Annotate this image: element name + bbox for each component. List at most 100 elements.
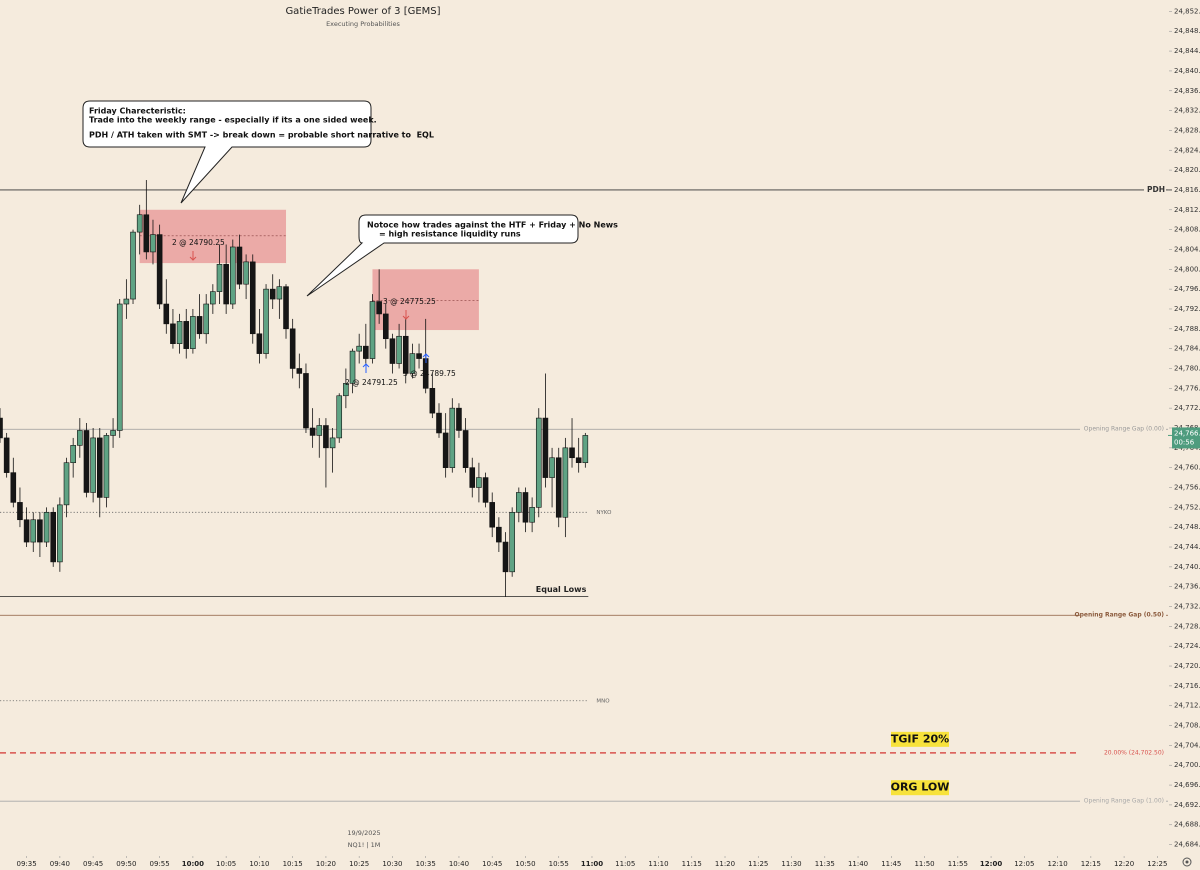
candle-body <box>176 321 183 344</box>
candle-body <box>263 288 269 354</box>
level-label: Equal Lows <box>536 585 587 594</box>
candle-body <box>230 246 236 305</box>
candle-body <box>216 264 223 292</box>
zone <box>139 209 287 264</box>
y-tick-label: 24,828.00 <box>1174 126 1200 134</box>
level-label: NYKO <box>596 510 612 516</box>
candle-body <box>269 288 276 300</box>
x-tick-label: 12:00 <box>980 860 1002 868</box>
candle-body <box>170 323 176 344</box>
y-tick-label: 24,780.00 <box>1174 364 1200 372</box>
x-tick-label: 11:50 <box>914 860 934 868</box>
y-tick-label: 24,728.00 <box>1174 622 1200 630</box>
candle-body <box>555 457 562 518</box>
candle-body <box>416 353 422 359</box>
candle-body <box>442 432 449 468</box>
x-tick-label: 10:35 <box>416 860 436 868</box>
symbol-label: NQ1! | 1M <box>348 841 381 849</box>
x-tick-label: 11:35 <box>815 860 835 868</box>
candle-body <box>509 512 515 573</box>
y-tick-label: 24,716.00 <box>1174 682 1200 690</box>
candle-body <box>396 335 402 364</box>
candle-body <box>77 430 83 446</box>
candle-body <box>542 417 549 478</box>
x-tick-label: 11:20 <box>715 860 735 868</box>
trade-arrow <box>402 310 410 320</box>
trade-arrow <box>189 251 197 261</box>
y-tick-label: 24,820.00 <box>1174 166 1200 174</box>
callout-box <box>306 214 579 297</box>
candle-body <box>57 504 63 563</box>
y-tick-label: 24,736.00 <box>1174 583 1200 591</box>
x-tick-label: 09:40 <box>50 860 70 868</box>
candle-body <box>316 425 323 436</box>
trade-label: 2 @ 24791.25 <box>345 378 398 387</box>
settings-icon[interactable] <box>1182 857 1192 867</box>
y-tick-label: 24,688.00 <box>1174 821 1200 829</box>
level-label: Opening Range Gap (0.50) <box>1075 612 1165 619</box>
level-tag: ORG LOW <box>891 781 950 794</box>
level-label: Opening Range Gap (1.00) <box>1084 798 1164 805</box>
candle-body <box>496 526 502 543</box>
y-tick-label: 24,816.00 <box>1174 186 1200 194</box>
candle-body <box>569 447 575 459</box>
y-tick-label: 24,784.00 <box>1174 345 1200 353</box>
y-tick-label: 24,756.00 <box>1174 484 1200 492</box>
candle-body <box>249 261 256 335</box>
candle-body <box>130 231 136 300</box>
candle-body <box>23 519 30 543</box>
candle-body <box>196 316 203 335</box>
x-tick-label: 12:15 <box>1081 860 1101 868</box>
candle-body <box>356 345 362 352</box>
candle-body <box>329 437 336 449</box>
candle-body <box>183 321 190 349</box>
candle-body <box>409 353 416 374</box>
candles-layer <box>0 180 589 597</box>
x-tick-label: 10:30 <box>382 860 402 868</box>
x-tick-label: 09:45 <box>83 860 103 868</box>
y-tick-label: 24,776.00 <box>1174 384 1200 392</box>
candle-body <box>17 502 23 521</box>
y-tick-label: 24,852.00 <box>1174 7 1200 15</box>
candle-body <box>283 286 289 330</box>
candle-body <box>156 234 163 305</box>
level-label: MNO <box>596 698 610 704</box>
candle-body <box>96 437 103 498</box>
level-tag-bg <box>891 731 949 747</box>
chart-subtitle: Executing Probabilities <box>326 20 400 28</box>
candle-body <box>376 301 382 315</box>
y-tick-label: 24,704.00 <box>1174 741 1200 749</box>
y-tick-label: 24,812.00 <box>1174 206 1200 214</box>
candle-body <box>90 437 96 493</box>
y-tick-label: 24,848.00 <box>1174 27 1200 35</box>
candle-body <box>256 333 263 354</box>
candle-body <box>37 519 43 543</box>
x-tick-label: 10:05 <box>216 860 236 868</box>
x-tick-label: 11:40 <box>848 860 868 868</box>
candle-body <box>449 407 456 468</box>
candle-body <box>150 234 156 253</box>
x-tick-label: 10:55 <box>549 860 569 868</box>
callout-text: Notoce how trades against the HTF + Frid… <box>367 221 618 230</box>
trade-label: 2 @ 24790.25 <box>172 238 225 247</box>
candle-body <box>516 492 522 513</box>
trade-arrow <box>362 363 370 373</box>
x-tick-label: 10:15 <box>283 860 303 868</box>
trade-label: 3 @ 24789.75 <box>403 369 456 378</box>
candle-body <box>382 313 389 340</box>
candle-body <box>289 328 296 369</box>
last-price-label: 24,766.5 <box>1174 429 1200 437</box>
y-tick-label: 24,772.00 <box>1174 404 1200 412</box>
candle-body <box>83 430 90 493</box>
candle-body <box>143 214 150 253</box>
trade-label: 3 @ 24775.25 <box>383 297 436 306</box>
candle-body <box>389 338 396 364</box>
candle-body <box>210 291 216 305</box>
candle-body <box>456 407 462 431</box>
x-tick-label: 11:00 <box>581 860 603 868</box>
y-tick-label: 24,836.00 <box>1174 87 1200 95</box>
y-tick-label: 24,840.00 <box>1174 67 1200 75</box>
y-tick-label: 24,752.00 <box>1174 503 1200 511</box>
candle-body <box>529 507 535 523</box>
